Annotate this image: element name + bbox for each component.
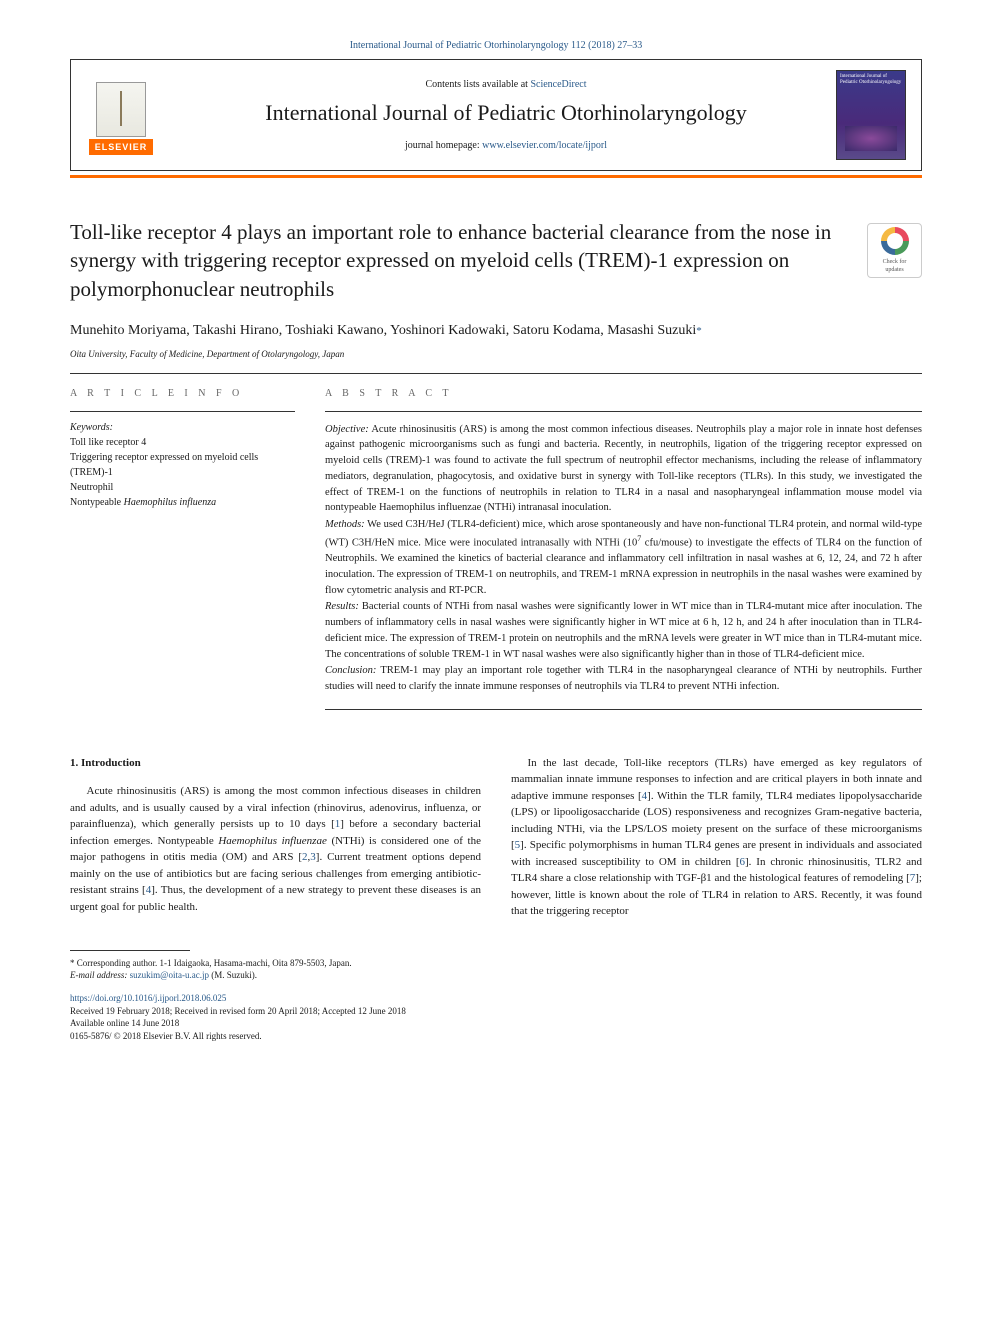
footer: * Corresponding author. 1-1 Idaigaoka, H… [70,950,922,1043]
body-column-left: 1. Introduction Acute rhinosinusitis (AR… [70,755,481,920]
cover-label: International Journal of Pediatric Otorh… [837,71,905,88]
affiliation: Oita University, Faculty of Medicine, De… [70,349,922,359]
footer-divider [70,950,190,951]
abstract-text: Objective: Acute rhinosinusitis (ARS) is… [325,422,922,695]
journal-header: ELSEVIER Contents lists available at Sci… [70,59,922,171]
publisher-logo: ELSEVIER [86,75,156,155]
divider [70,411,295,412]
results-label: Results: [325,601,359,612]
email-link[interactable]: suzukim@oita-u.ac.jp [130,970,209,980]
objective-italic: Haemophilus influenzae [379,502,481,513]
abstract-label: A B S T R A C T [325,388,922,399]
body-content: 1. Introduction Acute rhinosinusitis (AR… [70,755,922,920]
crossmark-icon [881,227,909,255]
keyword: Nontypeable Haemophilus influenza [70,495,295,510]
keyword: Neutrophil [70,480,295,495]
email-line: E-mail address: suzukim@oita-u.ac.jp (M.… [70,969,922,982]
objective-label: Objective: [325,424,369,435]
journal-title: International Journal of Pediatric Otorh… [176,100,836,126]
article-info-column: A R T I C L E I N F O Keywords: Toll lik… [70,388,295,720]
email-label: E-mail address: [70,970,127,980]
homepage-link[interactable]: www.elsevier.com/locate/ijporl [482,140,607,151]
received-dates: Received 19 February 2018; Received in r… [70,1005,922,1018]
contents-prefix: Contents lists available at [425,79,530,90]
authors-list: Munehito Moriyama, Takashi Hirano, Toshi… [70,321,922,341]
check-updates-line2: updates [885,266,903,274]
available-date: Available online 14 June 2018 [70,1017,922,1030]
objective-text: Acute rhinosinusitis (ARS) is among the … [325,424,922,514]
keyword: Toll like receptor 4 [70,435,295,450]
homepage-prefix: journal homepage: [405,140,482,151]
conclusion-text: TREM-1 may play an important role togeth… [325,665,922,692]
journal-cover-thumbnail: International Journal of Pediatric Otorh… [836,70,906,160]
check-updates-badge[interactable]: Check for updates [867,223,922,278]
journal-homepage: journal homepage: www.elsevier.com/locat… [176,140,836,151]
email-suffix: (M. Suzuki). [209,970,257,980]
divider [70,373,922,374]
body-column-right: In the last decade, Toll-like receptors … [511,755,922,920]
article-info-label: A R T I C L E I N F O [70,388,295,399]
copyright: 0165-5876/ © 2018 Elsevier B.V. All righ… [70,1030,922,1043]
authors-text: Munehito Moriyama, Takashi Hirano, Toshi… [70,323,696,338]
divider [325,709,922,710]
publisher-name: ELSEVIER [89,139,154,155]
keywords-list: Toll like receptor 4 Triggering receptor… [70,435,295,510]
doi-link[interactable]: https://doi.org/10.1016/j.ijporl.2018.06… [70,993,226,1003]
abstract-column: A B S T R A C T Objective: Acute rhinosi… [325,388,922,720]
keyword-prefix: Nontypeable [70,497,124,508]
sciencedirect-link[interactable]: ScienceDirect [530,79,586,90]
article-title-text: Toll-like receptor 4 plays an important … [70,220,831,301]
body-italic: Haemophilus influenzae [218,835,327,847]
check-updates-line1: Check for [883,258,907,266]
corresponding-mark: * [696,325,702,337]
accent-divider [70,175,922,178]
section-heading: 1. Introduction [70,755,481,772]
methods-label: Methods: [325,519,365,530]
contents-available: Contents lists available at ScienceDirec… [176,79,836,90]
elsevier-tree-icon [96,82,146,137]
conclusion-label: Conclusion: [325,665,376,676]
article-title: Toll-like receptor 4 plays an important … [70,218,922,303]
objective-suffix: (NTHi) intranasal inoculation. [481,502,611,513]
results-text: Bacterial counts of NTHi from nasal wash… [325,601,922,659]
body-paragraph: In the last decade, Toll-like receptors … [511,755,922,920]
corresponding-author: * Corresponding author. 1-1 Idaigaoka, H… [70,957,922,970]
keyword: Triggering receptor expressed on myeloid… [70,450,295,480]
body-paragraph: Acute rhinosinusitis (ARS) is among the … [70,783,481,915]
journal-reference: International Journal of Pediatric Otorh… [70,40,922,51]
keyword-italic: Haemophilus influenza [124,497,217,508]
divider [325,411,922,412]
keywords-label: Keywords: [70,422,295,433]
